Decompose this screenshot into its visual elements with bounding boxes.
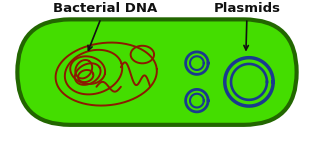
Text: Bacterial DNA: Bacterial DNA — [52, 2, 157, 50]
FancyBboxPatch shape — [17, 19, 297, 125]
Text: Plasmids: Plasmids — [214, 2, 281, 50]
